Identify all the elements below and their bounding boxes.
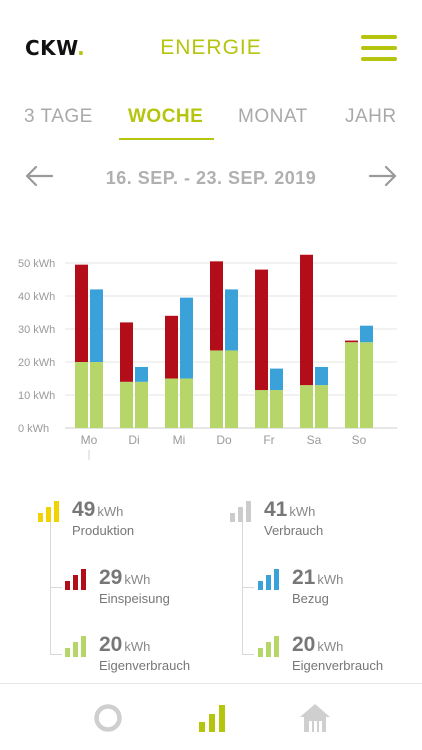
bar-eigenverbrauch-verbrauch bbox=[315, 385, 328, 428]
bar-einspeisung bbox=[75, 264, 88, 362]
bar-eigenverbrauch-verbrauch bbox=[90, 362, 103, 428]
date-range: 16. SEP. - 23. SEP. 2019 bbox=[105, 168, 317, 188]
y-tick-label: 0 kWh bbox=[18, 423, 49, 435]
bar-eigenverbrauch-produktion bbox=[300, 385, 313, 428]
tree-branch bbox=[242, 587, 254, 588]
bar-eigenverbrauch-produktion bbox=[345, 342, 358, 428]
x-tick-label: Sa bbox=[307, 433, 322, 447]
tab-jahr[interactable]: JAHR bbox=[345, 106, 397, 127]
produktion-label: Produktion bbox=[72, 523, 135, 538]
verbrauch-label: Verbrauch bbox=[264, 523, 324, 538]
bar-einspeisung bbox=[165, 315, 178, 379]
bar-einspeisung bbox=[120, 322, 133, 382]
bar-einspeisung bbox=[255, 269, 268, 391]
bar-chart-icon bbox=[258, 569, 279, 590]
tree-branch bbox=[50, 654, 62, 655]
einspeisung-value: 29 bbox=[99, 566, 123, 589]
arrow-right-icon[interactable] bbox=[368, 164, 400, 188]
bar-bezug bbox=[225, 289, 238, 351]
bar-bezug bbox=[180, 297, 193, 379]
energy-summary: 49 kWh Produktion 29 kWh Einspeisung 20 kWh… bbox=[0, 470, 422, 680]
bar-eigenverbrauch-produktion bbox=[120, 381, 133, 428]
bar-chart-icon bbox=[38, 501, 59, 522]
bar-bezug bbox=[90, 289, 103, 362]
eigenverbrauch-left-value: 20 bbox=[99, 633, 123, 656]
bar-bezug bbox=[135, 366, 148, 382]
einspeisung-unit: kWh bbox=[124, 572, 151, 587]
bar-chart-icon bbox=[230, 501, 251, 522]
tree-line-left bbox=[50, 510, 51, 655]
bottom-navigation bbox=[0, 683, 422, 750]
tree-branch bbox=[242, 654, 254, 655]
produktion-value: 49 bbox=[72, 498, 96, 521]
y-tick-label: 20 kWh bbox=[18, 357, 55, 369]
bar-chart-icon[interactable] bbox=[196, 702, 228, 734]
bar-einspeisung bbox=[345, 340, 358, 343]
verbrauch-unit: kWh bbox=[289, 504, 316, 519]
bar-bezug bbox=[270, 368, 283, 391]
tab-monat[interactable]: MONAT bbox=[238, 106, 308, 127]
bar-einspeisung bbox=[210, 261, 223, 351]
ckw-logo[interactable]: CKW. bbox=[25, 36, 86, 60]
eigenverbrauch-right-value: 20 bbox=[292, 633, 316, 656]
x-tick-label: Do bbox=[216, 433, 232, 447]
verbrauch-value: 41 bbox=[264, 498, 288, 521]
tab-woche[interactable]: WOCHE bbox=[128, 106, 204, 127]
bar-bezug bbox=[315, 366, 328, 386]
x-tick-label: Mo bbox=[81, 433, 98, 447]
x-tick-label: Mi bbox=[173, 433, 186, 447]
date-navigation: 16. SEP. - 23. SEP. 2019 bbox=[0, 162, 422, 194]
x-tick-label: Di bbox=[128, 433, 139, 447]
tab-3-tage[interactable]: 3 TAGE bbox=[24, 106, 93, 127]
bezug-label: Bezug bbox=[292, 591, 329, 606]
bar-einspeisung bbox=[300, 254, 313, 386]
tree-line-right bbox=[242, 510, 243, 655]
donut-chart-icon[interactable] bbox=[92, 702, 124, 734]
bar-chart-icon bbox=[258, 636, 279, 657]
bar-eigenverbrauch-verbrauch bbox=[135, 381, 148, 428]
eigenverbrauch-right-label: Eigenverbrauch bbox=[292, 658, 384, 673]
bar-eigenverbrauch-verbrauch bbox=[360, 342, 373, 428]
bezug-value: 21 bbox=[292, 566, 316, 589]
eigenverbrauch-left-label: Eigenverbrauch bbox=[99, 658, 191, 673]
bar-eigenverbrauch-verbrauch bbox=[225, 350, 238, 428]
weekly-energy-bar-chart: 0 kWh 10 kWh 20 kWh 30 kWh 40 kWh 50 kWh Mo Di M… bbox=[18, 254, 397, 460]
bar-eigenverbrauch-verbrauch bbox=[270, 390, 283, 428]
house-icon[interactable] bbox=[298, 702, 330, 734]
einspeisung-label: Einspeisung bbox=[99, 591, 170, 606]
eigenverbrauch-right-unit: kWh bbox=[317, 639, 344, 654]
active-tab-underline bbox=[119, 138, 214, 140]
bar-eigenverbrauch-verbrauch bbox=[180, 378, 193, 428]
bar-chart-icon bbox=[65, 636, 86, 657]
bar-eigenverbrauch-produktion bbox=[210, 350, 223, 428]
x-tick-label: So bbox=[352, 433, 367, 447]
bar-eigenverbrauch-produktion bbox=[75, 362, 88, 428]
y-tick-label: 10 kWh bbox=[18, 390, 55, 402]
bar-eigenverbrauch-produktion bbox=[255, 390, 268, 428]
produktion-unit: kWh bbox=[97, 504, 124, 519]
x-tick-label: Fr bbox=[263, 433, 274, 447]
eigenverbrauch-left-unit: kWh bbox=[124, 639, 151, 654]
y-tick-label: 30 kWh bbox=[18, 324, 55, 336]
y-tick-label: 40 kWh bbox=[18, 291, 55, 303]
period-tabs: 3 TAGE WOCHE MONAT JAHR bbox=[0, 106, 422, 142]
app-header: CKW. ENERGIE bbox=[0, 0, 422, 95]
tree-branch bbox=[50, 587, 62, 588]
y-tick-label: 50 kWh bbox=[18, 258, 55, 270]
bar-eigenverbrauch-produktion bbox=[165, 378, 178, 428]
page-title: ENERGIE bbox=[160, 36, 262, 59]
arrow-left-icon[interactable] bbox=[24, 164, 56, 188]
bar-bezug bbox=[360, 325, 373, 343]
bezug-unit: kWh bbox=[317, 572, 344, 587]
hamburger-menu-icon[interactable] bbox=[361, 35, 397, 61]
bar-chart-icon bbox=[65, 569, 86, 590]
